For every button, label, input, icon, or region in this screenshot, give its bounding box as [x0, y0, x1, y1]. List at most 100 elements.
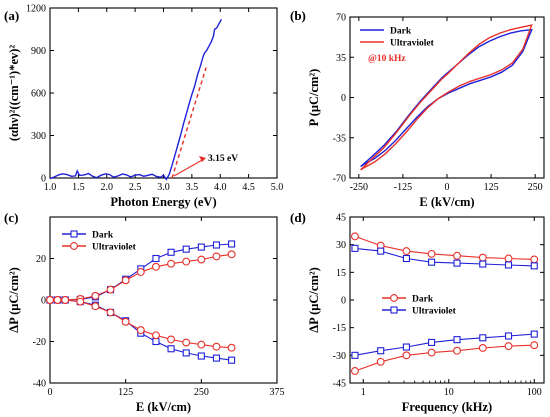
y-tick-label: 0: [41, 174, 46, 185]
chart-panel-a: 1.0 1.5 2.0 2.5 3.0 3.5 4.0 4.5 5.0 0 300 600 900 120…: [4, 4, 283, 210]
data-point-circle: [53, 296, 62, 304]
data-point-circle: [76, 297, 85, 306]
data-point-circle: [121, 276, 130, 285]
chart-panel-c: 0 125 250 375 -40 -20 0 20 E (kV/cm) ΔP (μC/cm²) (…: [4, 210, 285, 414]
data-point-square: [479, 260, 487, 268]
legend-label: Dark: [390, 27, 412, 37]
x-tick-label: 3.0: [157, 182, 170, 193]
x-axis-label: Frequency (kHz): [402, 400, 492, 414]
series-line-dark: [354, 235, 535, 260]
data-point-square: [402, 343, 410, 351]
data-point-circle: [91, 302, 100, 311]
x-tick-label: 3.5: [186, 182, 199, 193]
x-tick-label: 125: [484, 182, 499, 193]
y-tick-label: -70: [333, 174, 346, 185]
data-point-circle: [212, 342, 221, 351]
data-point-square: [351, 351, 359, 359]
x-axis-label: Photon Energy (eV): [110, 195, 216, 209]
series-line-dark: [354, 344, 535, 372]
x-tick-label: -250: [350, 182, 368, 193]
data-point-circle: [197, 340, 206, 349]
data-point-square: [428, 258, 436, 266]
data-point-square: [453, 336, 461, 344]
data-point-circle: [91, 291, 100, 300]
annotation-label: 3.15 eV: [208, 154, 238, 164]
data-point-circle: [227, 250, 236, 259]
data-point-circle: [478, 344, 487, 352]
x-tick-label: 1: [361, 387, 366, 398]
data-point-square: [530, 330, 538, 338]
data-point-circle: [453, 346, 461, 355]
x-tick-label: 125: [118, 387, 133, 398]
x-tick-label: 0: [445, 182, 450, 193]
panel-label: (d): [290, 210, 306, 225]
data-point-square: [377, 347, 385, 355]
data-point-circle: [504, 342, 513, 351]
data-point-square: [428, 338, 436, 346]
data-point-circle: [427, 249, 436, 258]
data-point-circle: [46, 296, 54, 304]
annotation-label: @10 kHz: [368, 54, 406, 64]
data-point-square: [167, 345, 175, 353]
y-tick-label: -20: [33, 337, 46, 348]
legend-label: Dark: [92, 231, 114, 241]
y-tick-label: 600: [31, 89, 46, 100]
data-point-square: [504, 332, 513, 340]
y-tick-label: 0: [341, 296, 346, 307]
data-point-circle: [530, 341, 539, 350]
data-point-circle: [351, 367, 359, 375]
plot-frame: [349, 216, 545, 384]
legend-marker: [390, 306, 398, 314]
data-point-circle: [427, 348, 436, 357]
legend-label: Ultraviolet: [92, 243, 137, 253]
data-point-circle: [478, 253, 487, 262]
data-point-circle: [453, 251, 461, 260]
data-point-square: [351, 244, 359, 252]
data-point-square: [402, 254, 410, 263]
data-point-circle: [136, 268, 145, 276]
data-point-square: [212, 241, 221, 249]
x-tick-label: 100: [527, 387, 542, 398]
series-line-curve: [49, 18, 223, 181]
series-line-ultraviolet: [360, 24, 533, 171]
x-tick-label: 1.5: [72, 182, 85, 193]
x-tick-label: 10: [444, 387, 454, 398]
data-point-circle: [151, 262, 160, 271]
chart-panel-b: -250 -125 0 125 250 -70 -35 0 35 70 E (kV/cm) P (μC…: [290, 8, 545, 209]
data-point-circle: [212, 252, 221, 261]
y-tick-label: -30: [333, 351, 346, 362]
x-tick-label: 1.0: [44, 182, 57, 193]
data-point-square: [197, 352, 205, 360]
x-tick-label: 5.0: [271, 182, 284, 193]
legend-marker: [70, 242, 78, 250]
y-tick-label: 20: [36, 254, 46, 265]
legend-label: Ultraviolet: [390, 39, 435, 49]
y-tick-label: 1200: [26, 4, 46, 15]
y-tick-label: -35: [333, 133, 346, 144]
data-point-circle: [167, 335, 176, 344]
y-tick-label: 45: [336, 213, 346, 224]
series-line-curve: [171, 67, 207, 179]
panel-label: (b): [290, 8, 306, 23]
y-tick-label: 30: [336, 240, 346, 251]
data-point-circle: [182, 257, 191, 266]
data-point-circle: [227, 343, 236, 352]
data-point-square: [504, 261, 513, 269]
data-point-circle: [197, 255, 206, 264]
data-point-square: [152, 254, 160, 263]
data-point-square: [152, 337, 160, 346]
y-tick-label: 70: [336, 13, 346, 24]
chart-panel-d: 1 10 100 -45 -30 -15 0 15 30 45 Frequency (kHz) ΔP …: [290, 210, 545, 414]
data-point-circle: [151, 331, 160, 340]
x-tick-label: 2.5: [129, 182, 142, 193]
y-tick-label: 900: [31, 46, 46, 57]
annotation-arrowhead: [199, 156, 206, 162]
x-tick-label: -125: [394, 182, 412, 193]
data-point-circle: [182, 338, 191, 347]
data-point-square: [197, 243, 205, 251]
data-point-square: [182, 245, 190, 253]
data-point-circle: [530, 255, 539, 264]
data-point-circle: [351, 232, 359, 241]
x-tick-label: 4.5: [242, 182, 255, 193]
